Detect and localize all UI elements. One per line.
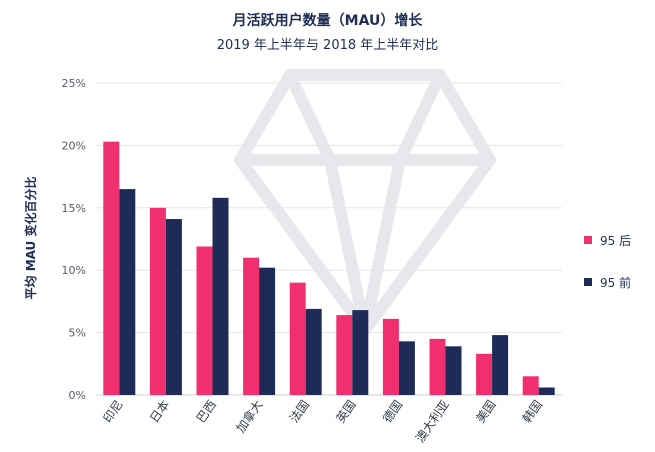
bar-pre95 xyxy=(445,346,462,395)
x-tick-label: 英国 xyxy=(334,398,359,426)
watermark-diamond xyxy=(234,69,496,336)
legend-label: 95 后 xyxy=(600,234,631,248)
legend-swatch xyxy=(584,278,592,286)
y-tick-label: 5% xyxy=(69,327,86,340)
bar-pre95 xyxy=(119,189,136,395)
chart-title: 月活跃用户数量（MAU）增长 xyxy=(232,13,423,29)
x-tick-label: 印尼 xyxy=(101,398,126,426)
x-tick-label: 法国 xyxy=(287,398,312,426)
bar-post95 xyxy=(476,353,493,395)
bar-pre95 xyxy=(212,197,229,395)
bar-pre95 xyxy=(492,335,509,395)
y-tick-label: 10% xyxy=(62,264,86,277)
bar-post95 xyxy=(522,376,539,395)
x-axis-ticks: 印尼 日本 巴西 加拿大 法国 英国 德国 澳大利亚 美国 韩国 xyxy=(101,397,546,445)
bars xyxy=(103,141,555,395)
x-tick-label: 澳大利亚 xyxy=(413,398,452,445)
x-tick-label: 韩国 xyxy=(519,397,545,425)
y-tick-label: 15% xyxy=(62,202,86,215)
y-tick-label: 25% xyxy=(62,77,86,90)
bar-post95 xyxy=(382,318,399,395)
bar-pre95 xyxy=(538,387,555,395)
bar-post95 xyxy=(243,257,260,395)
bar-post95 xyxy=(336,315,353,395)
x-tick-label: 巴西 xyxy=(194,398,219,426)
legend: 95 后 95 前 xyxy=(584,234,631,290)
bar-pre95 xyxy=(259,267,276,395)
chart-subtitle: 2019 年上半年与 2018 年上半年对比 xyxy=(216,38,439,53)
legend-swatch xyxy=(584,236,592,244)
y-axis-ticks: 0% 5% 10% 15% 20% 25% xyxy=(62,77,86,402)
bar-post95 xyxy=(429,338,446,395)
x-tick-label: 德国 xyxy=(379,397,405,425)
bar-pre95 xyxy=(165,219,182,395)
legend-label: 95 前 xyxy=(600,275,631,290)
x-tick-label: 美国 xyxy=(473,398,498,426)
bar-post95 xyxy=(149,207,166,395)
bar-pre95 xyxy=(305,308,322,395)
bar-post95 xyxy=(103,141,120,395)
x-tick-label: 日本 xyxy=(147,398,172,426)
bar-pre95 xyxy=(352,310,369,395)
x-tick-label: 加拿大 xyxy=(233,397,266,435)
y-axis-label: 平均 MAU 变化百分比 xyxy=(23,177,38,300)
bar-post95 xyxy=(289,282,306,395)
y-tick-label: 0% xyxy=(69,389,86,402)
bar-post95 xyxy=(196,246,213,395)
y-tick-label: 20% xyxy=(62,139,86,152)
bar-pre95 xyxy=(398,341,415,395)
